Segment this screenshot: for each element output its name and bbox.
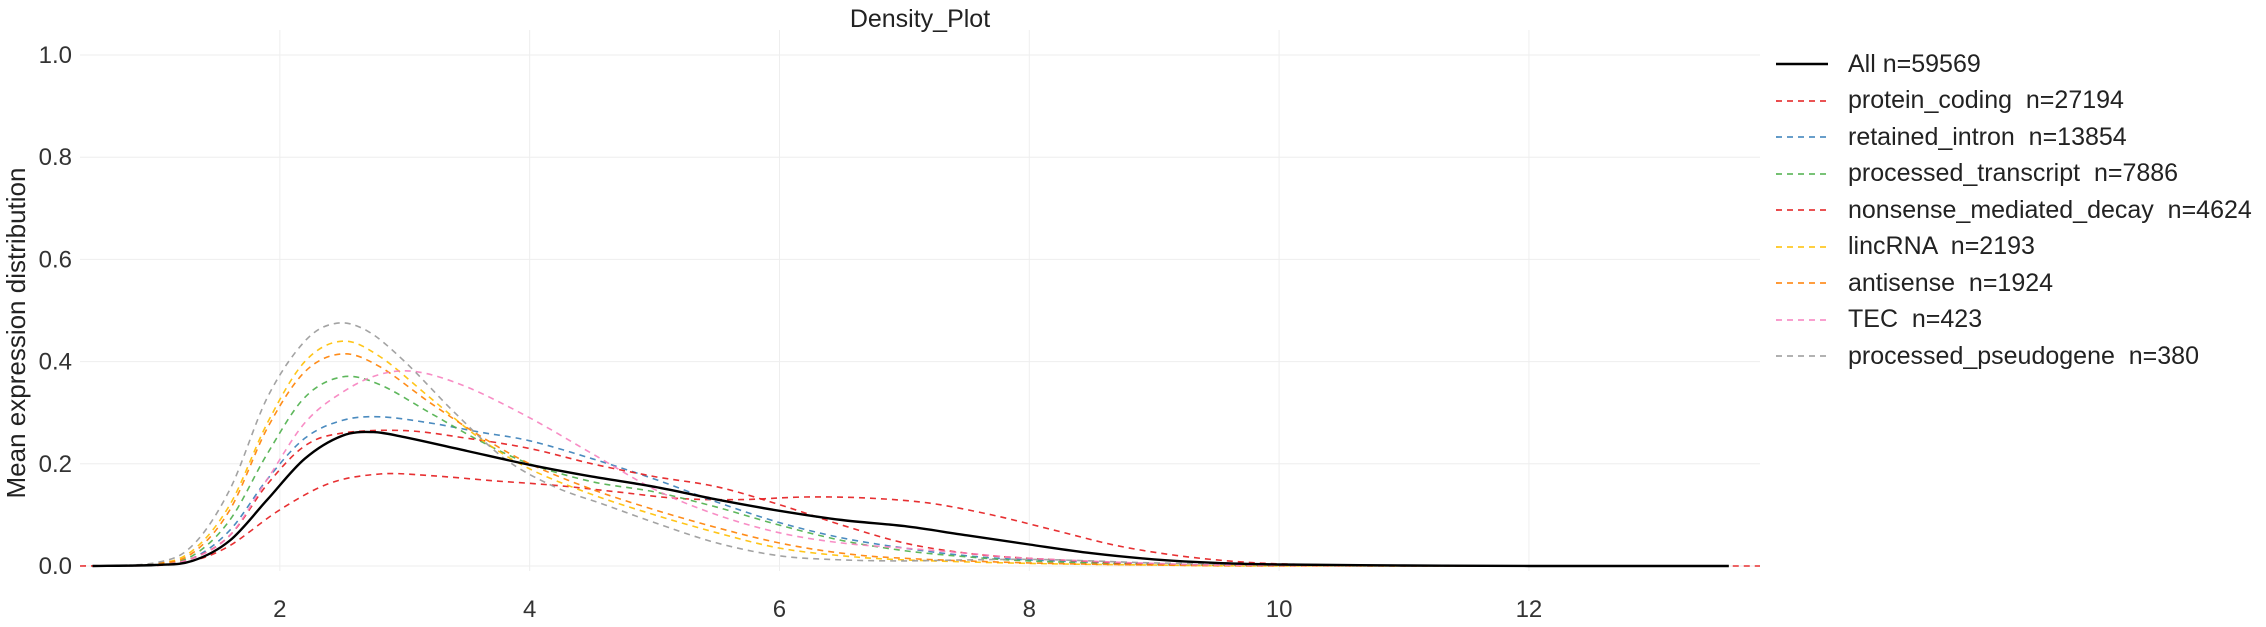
chart-title: Density_Plot [850,5,990,33]
legend-label: processed_transcript n=7886 [1848,159,2179,188]
legend-item: nonsense_mediated_decay n=4624 [1776,192,2252,229]
legend-swatch [1776,355,1828,358]
y-tick-label: 0.8 [39,144,72,171]
legend-label: retained_intron n=13854 [1848,122,2127,151]
legend-label: processed_pseudogene n=380 [1848,341,2199,370]
legend-swatch [1776,136,1828,139]
legend-item: lincRNA n=2193 [1776,229,2252,266]
x-tick-label: 10 [1266,596,1293,623]
legend-label: nonsense_mediated_decay n=4624 [1848,195,2252,224]
y-tick-label: 0.0 [39,553,72,580]
legend-swatch [1776,318,1828,321]
x-axis-ticks: 2 4 6 8 10 12 [273,596,1542,623]
x-tick-label: 6 [773,596,786,623]
legend-swatch [1776,172,1828,175]
series-line-6 [92,353,1729,567]
series-line-0 [92,430,1729,568]
legend-swatch [1776,282,1828,285]
y-axis-ticks: 0.0 0.2 0.4 0.6 0.8 1.0 [39,42,72,580]
legend-label: All n=59569 [1848,49,1981,78]
legend-label: TEC n=423 [1848,305,1983,334]
series-line-4 [92,429,1729,567]
x-tick-label: 8 [1023,596,1036,623]
grid [80,30,1760,571]
legend-swatch [1776,99,1828,102]
y-axis-label: Mean expression distribution [1,168,31,499]
legend: All n=59569 protein_coding n=27194 retaine… [1776,46,2252,375]
y-tick-label: 0.4 [39,349,72,376]
x-tick-label: 2 [273,596,286,623]
legend-item: retained_intron n=13854 [1776,119,2252,156]
legend-label: antisense n=1924 [1848,268,2054,297]
legend-swatch [1776,209,1828,212]
legend-swatch [1776,245,1828,248]
legend-item: All n=59569 [1776,46,2252,83]
series-line-8 [92,322,1729,567]
series-line-5 [92,340,1729,567]
legend-label: protein_coding n=27194 [1848,86,2124,115]
series-lines [79,322,1760,568]
legend-swatch [1776,63,1828,66]
legend-item: TEC n=423 [1776,302,2252,339]
legend-item: protein_coding n=27194 [1776,83,2252,120]
legend-item: processed_pseudogene n=380 [1776,338,2252,375]
series-line-3 [92,375,1729,567]
x-tick-label: 12 [1516,596,1543,623]
series-line-7 [92,370,1729,567]
y-tick-label: 1.0 [39,42,72,69]
y-tick-label: 0.6 [39,246,72,273]
y-tick-label: 0.2 [39,451,72,478]
x-tick-label: 4 [523,596,536,623]
legend-item: processed_transcript n=7886 [1776,156,2252,193]
legend-item: antisense n=1924 [1776,265,2252,302]
legend-label: lincRNA n=2193 [1848,232,2035,261]
